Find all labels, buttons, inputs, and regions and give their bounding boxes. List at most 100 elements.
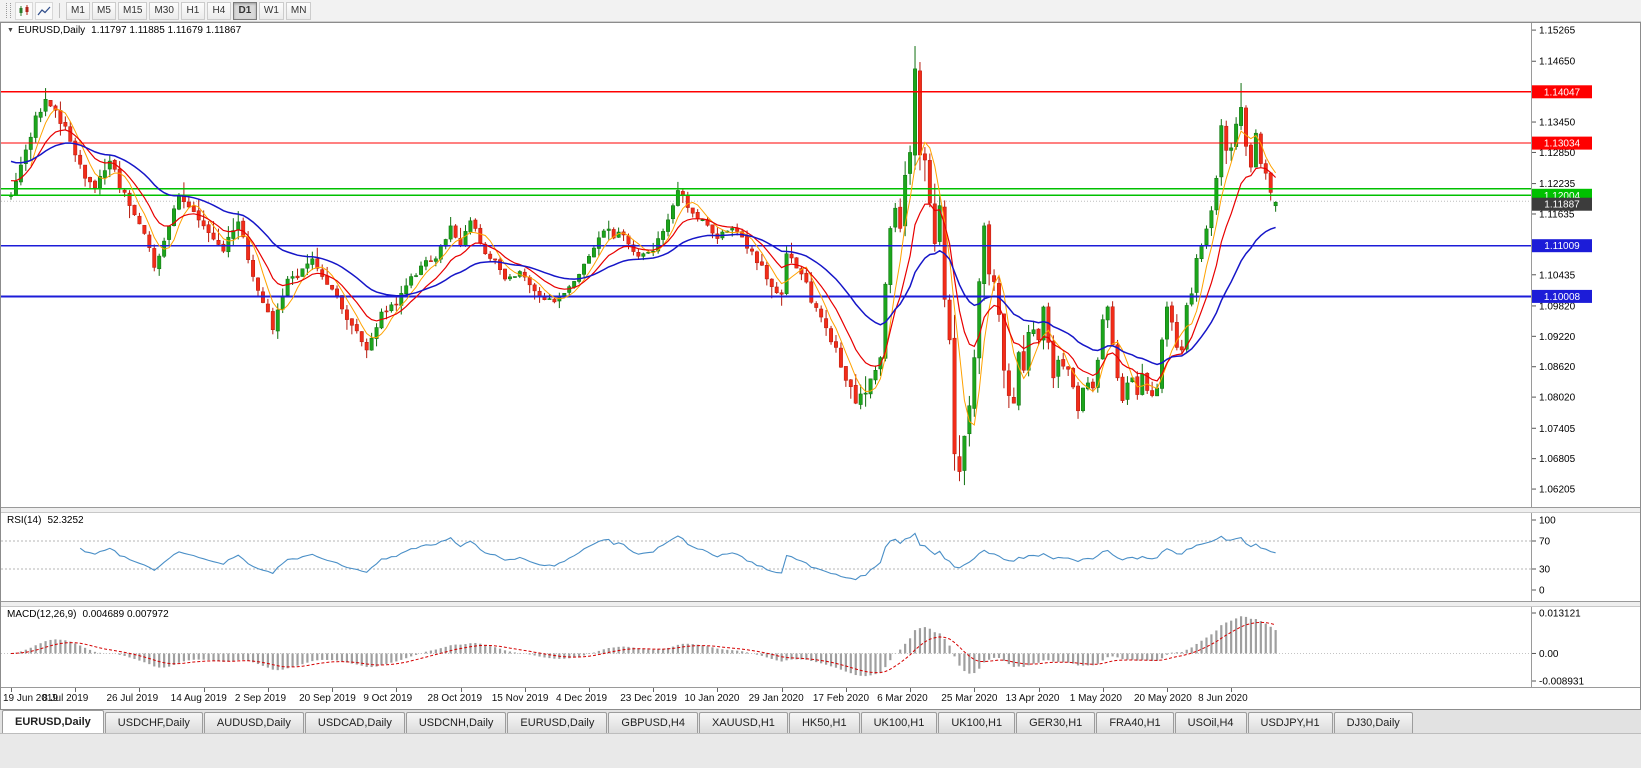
price-scale-label: 1.10435 [1539, 270, 1576, 281]
macd-scale-label: 0.013121 [1539, 609, 1581, 620]
symbol-tab-0-eurusd-daily[interactable]: EURUSD,Daily [2, 710, 104, 733]
rsi-value: 52.3252 [47, 515, 84, 526]
date-tick [203, 688, 205, 692]
symbol-tab-1-usdchf-daily[interactable]: USDCHF,Daily [104, 712, 203, 733]
timeframe-button-m1[interactable]: M1 [66, 1, 90, 20]
macd-pane[interactable]: 0.013121 0.00 -0.008931 MACD(12,26,9) 0.00… [1, 607, 1641, 688]
date-tick [974, 688, 976, 692]
price-line-tag-value: 1.13034 [1544, 139, 1581, 150]
date-tick [332, 688, 334, 692]
chart-window: 1.15265 1.14650 1.13450 1.12850 1.12235 1.116… [0, 22, 1641, 710]
date-label: 20 May 2020 [1133, 693, 1192, 704]
timeframe-button-h4[interactable]: H4 [206, 1, 231, 20]
date-axis[interactable]: 19 Jun 2019 8 Jul 2019 26 Jul 2019 14 Aug 2… [1, 687, 1640, 709]
candlesticks [9, 46, 1278, 486]
date-label: 8 Jul 2019 [42, 693, 89, 704]
price-scale-label: 1.11635 [1539, 209, 1575, 220]
macd-scale-label: 0.00 [1539, 649, 1559, 660]
date-label: 14 Aug 2019 [170, 693, 227, 704]
symbol-tab-13-usoil-h4[interactable]: USOil,H4 [1174, 712, 1247, 733]
symbol-tab-12-fra40-h1[interactable]: FRA40,H1 [1096, 712, 1174, 733]
date-label: 9 Oct 2019 [363, 693, 413, 704]
date-label: 25 Mar 2020 [941, 693, 998, 704]
price-scale-label: 1.08020 [1539, 393, 1576, 404]
timeframe-button-h1[interactable]: H1 [180, 1, 205, 20]
rsi-pane[interactable]: 100 70 30 0 RSI(14) 52.3252 [1, 513, 1640, 601]
symbol-tab-6-gbpusd-h4[interactable]: GBPUSD,H4 [608, 712, 698, 733]
date-label: 4 Dec 2019 [555, 693, 608, 704]
symbol-tab-14-usdjpy-h1[interactable]: USDJPY,H1 [1247, 712, 1333, 733]
date-label: 29 Jan 2020 [748, 693, 804, 704]
rsi-scale-label: 100 [1539, 516, 1556, 527]
date-label: 19 Jun 2019 [3, 693, 59, 704]
symbol-tab-9-uk100-h1[interactable]: UK100,H1 [860, 712, 938, 733]
rsi-scale-label: 0 [1539, 586, 1545, 597]
line-chart-icon[interactable] [35, 1, 53, 20]
ma-line-ema11 [10, 129, 1277, 382]
chart-ohlc-values: 1.11797 1.11885 1.11679 1.11867 [91, 25, 242, 36]
price-line-tag [1532, 197, 1592, 211]
candlestick-chart-icon[interactable] [15, 1, 33, 20]
symbol-tab-2-audusd-daily[interactable]: AUDUSD,Daily [203, 712, 304, 733]
collapse-triangle-icon[interactable]: ▼ [7, 27, 14, 34]
toolbar-grip[interactable] [6, 3, 11, 18]
timeframe-button-w1[interactable]: W1 [258, 1, 284, 20]
pane-splitter-macd[interactable] [1, 601, 1640, 607]
symbol-tab-4-usdcnh-daily[interactable]: USDCNH,Daily [405, 712, 507, 733]
date-label: 20 Sep 2019 [299, 693, 356, 704]
date-label: 15 Nov 2019 [491, 693, 549, 704]
date-tick [781, 688, 783, 692]
date-tick [396, 688, 398, 692]
timeframe-group: M1 M5 M15 M30 H1 H4 D1 W1 MN [65, 1, 312, 20]
chart-header: ▼ EURUSD,Daily 1.11797 1.11885 1.11679 1… [7, 25, 241, 36]
date-tick [910, 688, 912, 692]
symbol-tab-5-eurusd-daily[interactable]: EURUSD,Daily [507, 712, 608, 733]
timeframe-button-m5[interactable]: M5 [92, 1, 116, 20]
price-line-tag [1532, 239, 1592, 253]
date-tick [845, 688, 847, 692]
rsi-canvas[interactable]: 100 70 30 0 [1, 513, 1641, 601]
rsi-line [79, 532, 1276, 581]
price-line-tag [1532, 85, 1592, 99]
date-tick [653, 688, 655, 692]
symbol-tab-11-ger30-h1[interactable]: GER30,H1 [1016, 712, 1096, 733]
macd-scale-label: -0.008931 [1539, 677, 1584, 688]
symbol-tab-7-xauusd-h1[interactable]: XAUUSD,H1 [698, 712, 788, 733]
price-scale-label: 1.07405 [1539, 424, 1576, 435]
macd-canvas[interactable]: 0.013121 0.00 -0.008931 [1, 607, 1641, 688]
line-chart-glyph [37, 6, 51, 15]
date-tick [524, 688, 526, 692]
macd-title: MACD(12,26,9) [7, 609, 77, 620]
main-chart-canvas[interactable]: 1.15265 1.14650 1.13450 1.12850 1.12235 1.116… [1, 23, 1641, 507]
timeframe-button-mn[interactable]: MN [285, 1, 312, 20]
rsi-scale-label: 70 [1539, 537, 1551, 548]
price-scale-label: 1.08620 [1539, 362, 1576, 373]
rsi-scale-label: 30 [1539, 565, 1551, 576]
chart-tabs-bar: EURUSD,Daily USDCHF,Daily AUDUSD,Daily USDC… [0, 710, 1641, 734]
price-scale-label: 1.14650 [1539, 57, 1576, 68]
date-label: 28 Oct 2019 [427, 693, 483, 704]
date-tick [717, 688, 719, 692]
price-line-tag-value: 1.14047 [1544, 87, 1581, 98]
symbol-tab-3-usdcad-daily[interactable]: USDCAD,Daily [304, 712, 405, 733]
price-scale-label: 1.15265 [1539, 26, 1576, 37]
date-tick [11, 688, 12, 692]
date-tick [139, 688, 141, 692]
symbol-tab-8-hk50-h1[interactable]: HK50,H1 [788, 712, 860, 733]
macd-values: 0.004689 0.007972 [82, 609, 169, 620]
timeframe-button-d1[interactable]: D1 [232, 1, 257, 20]
pane-splitter-rsi[interactable] [1, 507, 1640, 513]
timeframe-button-m15[interactable]: M15 [118, 1, 148, 20]
symbol-tab-10-uk100-h1[interactable]: UK100,H1 [938, 712, 1016, 733]
macd-header: MACD(12,26,9) 0.004689 0.007972 [7, 609, 169, 620]
main-chart-pane[interactable]: 1.15265 1.14650 1.13450 1.12850 1.12235 1.116… [1, 23, 1640, 507]
date-label: 26 Jul 2019 [106, 693, 159, 704]
date-tick [1231, 688, 1233, 692]
date-label: 17 Feb 2020 [812, 693, 870, 704]
rsi-header: RSI(14) 52.3252 [7, 515, 84, 526]
timeframe-button-m30[interactable]: M30 [149, 1, 179, 20]
symbol-tab-15-dj30-daily[interactable]: DJ30,Daily [1333, 712, 1413, 733]
date-tick [1038, 688, 1040, 692]
toolbar-separator [59, 3, 60, 18]
date-tick [75, 688, 77, 692]
